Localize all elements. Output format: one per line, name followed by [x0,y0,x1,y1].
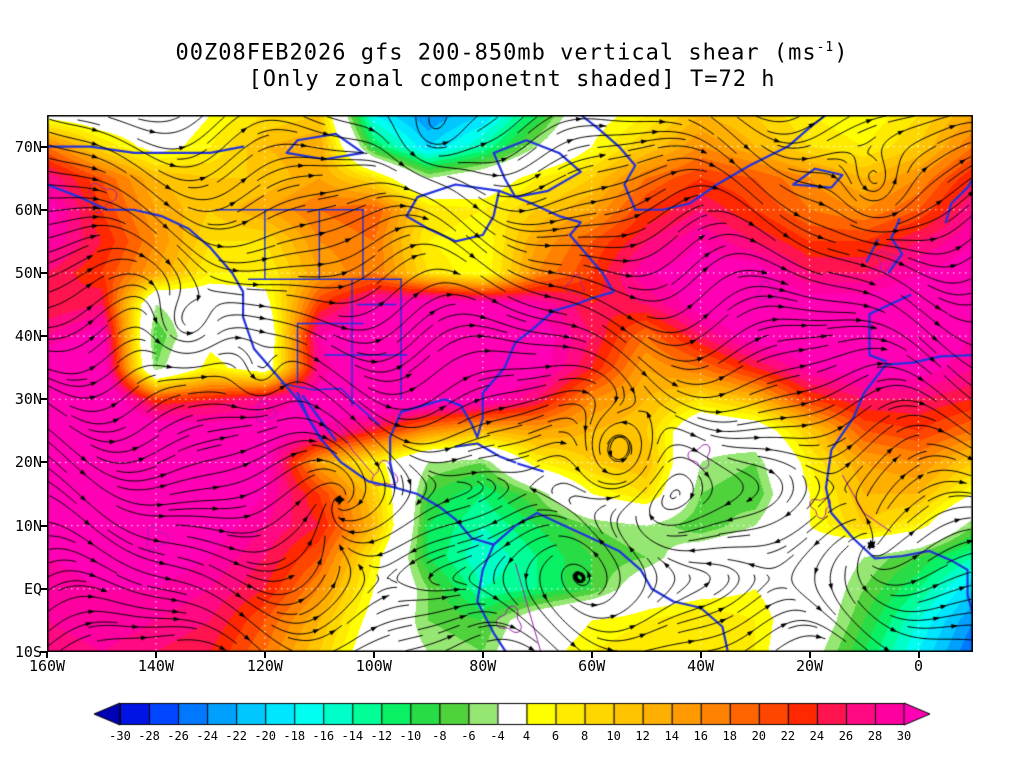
lon-tick-label: 40W [687,657,715,675]
colorbar-tick-label: 20 [751,729,767,743]
lon-tick-mark [46,652,48,658]
colorbar-tick-label: 26 [838,729,854,743]
lon-tick-label: 60W [578,657,606,675]
colorbar-tick-label: 10 [606,729,621,743]
lon-tick-mark [263,652,266,658]
colorbar-tick-label: -16 [312,729,335,743]
lon-tick-label: 160W [28,657,66,675]
lat-tick-mark [40,335,47,338]
lat-tick-label: 70N [14,137,42,156]
lat-tick-mark [40,271,47,274]
colorbar-tick-label: -28 [138,729,160,743]
colorbar-tick-label: 8 [580,729,589,743]
colorbar-tick-label: -14 [341,729,364,743]
colorbar [92,702,932,726]
lat-tick-mark [40,208,47,211]
lat-tick-mark [40,145,47,148]
lon-tick-label: 120W [246,657,283,675]
lat-tick-label: 60N [14,200,42,219]
title-text: 00Z08FEB2026 gfs 200-850mb vertical shea… [175,40,817,66]
colorbar-tick-label: -22 [225,729,247,743]
lat-tick-label: 10N [14,516,42,535]
colorbar-tick-label: -24 [196,729,218,743]
colorbar-tick-label: -18 [283,729,306,743]
title-superscript: -1 [816,40,835,55]
lon-tick-mark [372,652,375,658]
colorbar-tick-label: -10 [399,729,422,743]
lon-tick-label: 80W [469,657,497,675]
lat-tick-label: 20N [14,453,42,472]
colorbar-tick-label: -26 [167,729,189,743]
colorbar-tick-label: 18 [722,729,737,743]
lon-tick-mark [481,652,484,658]
lat-tick-mark [40,651,47,653]
colorbar-tick-label: 16 [693,729,708,743]
lon-tick-mark [917,652,920,658]
colorbar-tick-label: 4 [522,729,531,743]
chart-subtitle: [Only zonal componetnt shaded] T=72 h [248,67,776,93]
lon-tick-mark [154,652,157,658]
colorbar-tick-label: -8 [432,729,447,743]
lon-tick-label: 140W [137,657,174,675]
lat-tick-label: 10S [14,643,42,661]
map-plot-canvas [47,115,973,652]
colorbar-tick-label: 14 [664,729,679,743]
title-close-paren: ) [834,40,849,66]
lat-tick-mark [40,398,47,401]
lon-tick-mark [808,652,811,658]
colorbar-tick-label: -4 [490,729,505,743]
colorbar-tick-label: 30 [896,729,912,743]
lat-tick-label: EQ [23,579,42,598]
colorbar-tick-label: -12 [370,729,393,743]
lat-tick-label: 40N [14,327,42,346]
colorbar-tick-label: 6 [551,729,560,743]
lat-tick-mark [40,524,47,527]
lat-tick-mark [40,461,47,464]
lon-tick-label: 20W [796,657,824,675]
lon-tick-label: 100W [355,657,392,675]
lat-tick-label: 50N [14,263,42,282]
lon-tick-mark [699,652,702,658]
colorbar-tick-label: -6 [461,729,476,743]
title-block: 00Z08FEB2026 gfs 200-850mb vertical shea… [0,34,1024,93]
colorbar-tick-label: -20 [254,729,277,743]
lat-tick-label: 30N [14,390,42,409]
lon-tick-label: 0 [914,657,924,675]
colorbar-tick-label: 24 [809,729,825,743]
lat-tick-mark [40,587,47,590]
colorbar-tick-label: -30 [109,729,131,743]
colorbar-tick-label: 12 [635,729,650,743]
colorbar-tick-label: 22 [780,729,796,743]
lon-tick-mark [590,652,593,658]
chart-title: 00Z08FEB2026 gfs 200-850mb vertical shea… [0,34,1024,66]
colorbar-tick-label: 28 [867,729,883,743]
